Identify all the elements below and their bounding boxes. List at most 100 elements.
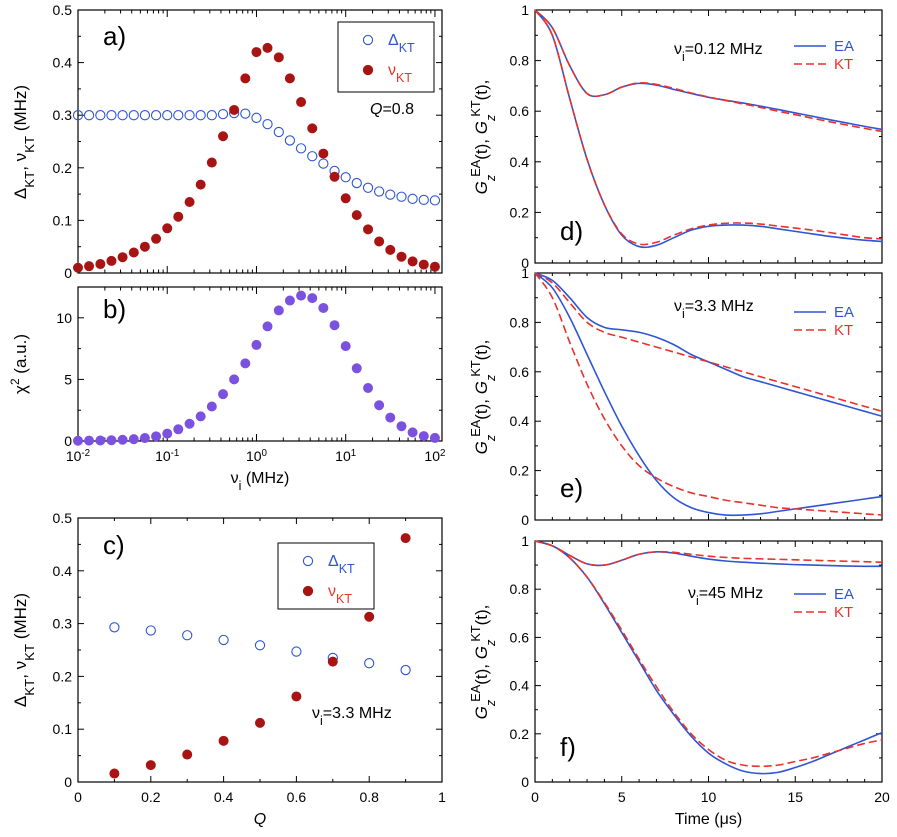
legend-label: EA [834, 38, 854, 55]
series-χ2 [73, 290, 440, 446]
data-point [218, 389, 229, 400]
data-point [340, 193, 351, 204]
x-axis-label: Q [254, 811, 266, 828]
y-axis-label: GzEA(t), GzKT(t), [468, 605, 498, 720]
panel-c: 0 0.1 0.2 0.3 0.4 0.5 0 0.2 0.4 0.6 0.8 1 Q ΔKT, νKT … [11, 510, 446, 828]
data-point [139, 241, 150, 252]
data-point [173, 211, 184, 222]
data-point [240, 108, 251, 119]
y-tick-label: 0.4 [53, 55, 73, 71]
data-point [374, 400, 385, 411]
data-point [73, 262, 84, 273]
data-point [385, 412, 396, 423]
data-point [429, 432, 440, 443]
data-point [307, 123, 318, 134]
x-tick-label: 0.2 [141, 789, 161, 805]
data-point [106, 255, 117, 266]
y-tick-label: 0.2 [53, 160, 73, 176]
annotation: νi=45 MHz [688, 585, 763, 608]
data-point [173, 110, 184, 121]
data-point [83, 110, 95, 121]
data-point [182, 749, 193, 760]
data-point [162, 110, 173, 121]
data-point [284, 135, 296, 146]
data-point [106, 435, 117, 446]
legend: ΔKT νKT [337, 21, 435, 93]
data-point [254, 717, 265, 728]
y-tick-label: 1 [521, 265, 529, 281]
data-point [291, 646, 302, 657]
y-tick-label: 0.5 [53, 510, 73, 526]
data-point [251, 339, 262, 350]
series-line-KT [534, 9, 883, 133]
data-point [327, 656, 338, 667]
x-tick-label: 0.4 [214, 789, 234, 805]
y-tick-label: 0 [64, 433, 72, 449]
data-point [429, 261, 440, 272]
data-point [173, 424, 184, 435]
y-axis-label: GzEA(t), GzKT(t), [468, 340, 498, 455]
data-point [273, 52, 284, 63]
data-point [362, 182, 374, 193]
data-point [340, 172, 351, 183]
data-point [206, 110, 217, 121]
data-point [418, 194, 429, 206]
x-tick-label: 101 [335, 448, 356, 465]
y-axis-label: GzEA(t), GzKT(t), [468, 80, 498, 195]
y-tick-label: 0.4 [510, 678, 530, 694]
legend: ΔKT νKT [277, 542, 375, 610]
series-ΔKT [109, 622, 411, 676]
series-νKT [73, 42, 440, 273]
data-point [151, 431, 162, 442]
data-point [291, 691, 302, 702]
legend-label: KT [834, 322, 853, 339]
y-tick-label: 0.6 [510, 103, 530, 119]
data-point [284, 295, 295, 306]
panel-e: 0 0.2 0.4 0.6 0.8 1 GzEA(t), GzKT(t), e) νi=3.3 … [468, 265, 883, 528]
data-point [364, 611, 375, 622]
legend-label: ΔKT [388, 32, 415, 55]
data-point [364, 658, 375, 669]
y-tick-label: 0.8 [510, 314, 530, 330]
annotation: νi=0.12 MHz [674, 41, 763, 64]
data-point [109, 768, 120, 779]
y-tick-label: 5 [64, 371, 72, 387]
y-tick-label: 0.2 [510, 726, 530, 742]
data-point [396, 421, 407, 432]
y-axis-label: χ2 (a.u.) [8, 334, 30, 394]
data-point [295, 143, 307, 154]
data-point [418, 431, 429, 442]
series-line-EA [534, 272, 883, 517]
legend-box [277, 542, 375, 610]
data-point [229, 104, 240, 115]
data-point [351, 363, 362, 374]
data-point [273, 305, 284, 316]
panel-d: 0 0.2 0.4 0.6 0.8 1 GzEA(t), GzKT(t), d) νi=0.12… [468, 2, 883, 271]
data-point [184, 110, 195, 121]
y-tick-label: 0.4 [510, 154, 530, 170]
y-tick-label: 0.5 [53, 2, 73, 18]
series-line-KT [534, 540, 883, 567]
x-tick-label: 20 [874, 789, 890, 805]
data-point [73, 435, 84, 446]
data-point [251, 112, 262, 123]
data-point [254, 640, 266, 651]
data-point [95, 259, 106, 270]
x-tick-label: 0 [74, 789, 82, 805]
data-point [318, 148, 329, 159]
x-tick-label: 0 [531, 789, 539, 805]
data-point [182, 630, 193, 641]
legend-marker [362, 64, 374, 76]
data-point [296, 97, 307, 108]
data-point [109, 622, 120, 633]
x-axis-label: νi (MHz) [231, 470, 290, 493]
panel-label: e) [560, 473, 583, 503]
legend-label: νKT [328, 583, 352, 606]
data-point [139, 110, 151, 121]
data-point [363, 383, 374, 394]
data-point [206, 401, 217, 412]
data-point [206, 157, 217, 168]
